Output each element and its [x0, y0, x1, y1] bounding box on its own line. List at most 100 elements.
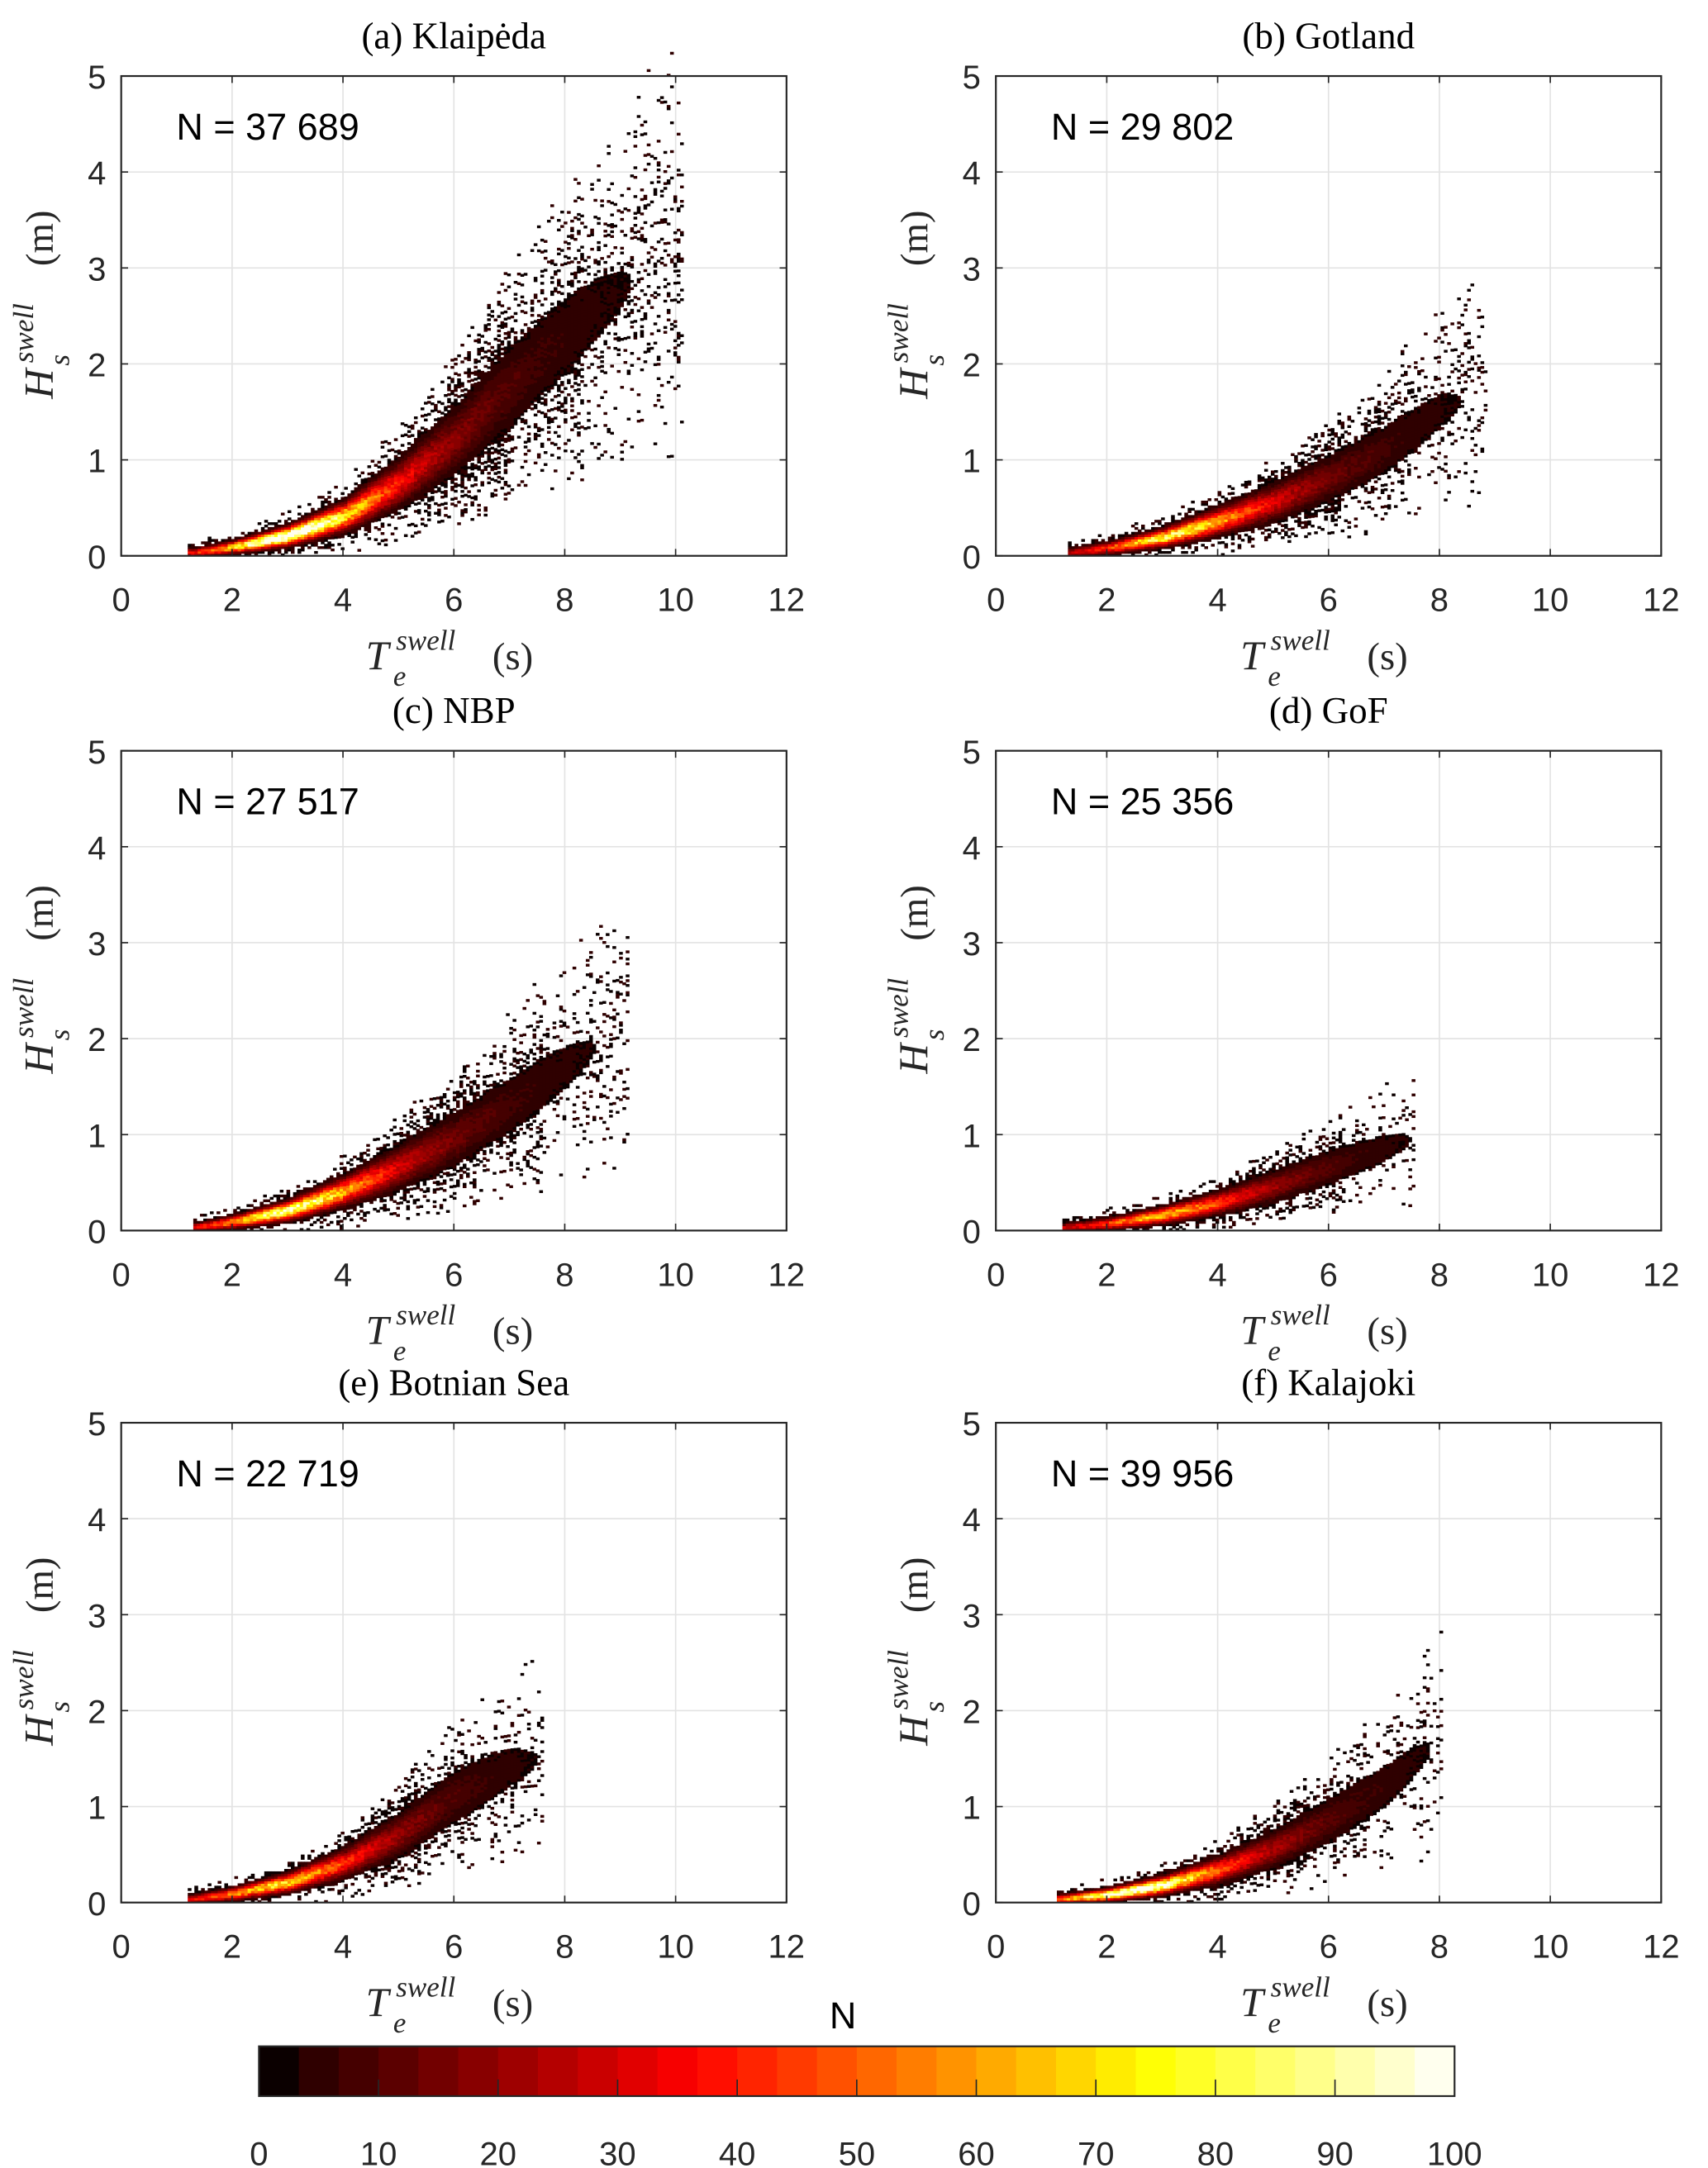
- heatmap-cell: [573, 360, 578, 364]
- heatmap-cell: [387, 478, 392, 481]
- heatmap-cell: [304, 520, 308, 523]
- heatmap-cell: [1267, 483, 1272, 486]
- heatmap-cell: [583, 343, 588, 346]
- heatmap-cell: [431, 450, 435, 454]
- heatmap-cell: [483, 401, 488, 404]
- heatmap-cell: [1091, 553, 1096, 557]
- heatmap-cell: [600, 359, 604, 364]
- heatmap-cell: [373, 538, 378, 541]
- heatmap-cell: [334, 531, 338, 535]
- heatmap-cell: [1204, 524, 1208, 528]
- heatmap-cell: [583, 338, 588, 341]
- heatmap-cell: [457, 452, 461, 456]
- heatmap-cell: [600, 369, 604, 373]
- heatmap-cell: [370, 478, 375, 483]
- heatmap-cell: [640, 306, 645, 309]
- heatmap-cell: [1184, 526, 1188, 530]
- heatmap-cell: [307, 522, 312, 525]
- heatmap-cell: [347, 520, 351, 523]
- heatmap-cell: [530, 386, 535, 389]
- heatmap-cell: [354, 535, 359, 539]
- heatmap-cell: [580, 331, 584, 335]
- heatmap-cell: [560, 309, 564, 312]
- heatmap-cell: [367, 537, 372, 540]
- heatmap-cell: [1084, 546, 1089, 549]
- heatmap-cell: [577, 357, 581, 360]
- heatmap-cell: [1244, 495, 1249, 498]
- heatmap-cell: [454, 436, 458, 440]
- heatmap-cell: [473, 378, 478, 381]
- heatmap-cell: [1257, 503, 1262, 506]
- heatmap-cell: [350, 514, 354, 517]
- heatmap-cell: [523, 366, 528, 369]
- heatmap-cell: [410, 487, 415, 490]
- heatmap-cell: [580, 464, 584, 468]
- heatmap-cell: [297, 544, 302, 547]
- heatmap-cell: [460, 451, 464, 455]
- heatmap-cell: [493, 440, 498, 445]
- heatmap-cell: [444, 459, 448, 462]
- heatmap-cell: [334, 524, 338, 527]
- heatmap-cell: [497, 449, 502, 453]
- heatmap-cell: [477, 458, 481, 462]
- heatmap-cell: [360, 492, 365, 497]
- heatmap-cell: [607, 283, 611, 288]
- heatmap-cell: [623, 291, 628, 295]
- heatmap-cell: [546, 421, 551, 425]
- heatmap-cell: [487, 448, 492, 451]
- heatmap-cell: [507, 354, 511, 359]
- heatmap-cell: [1267, 478, 1272, 482]
- heatmap-cell: [557, 401, 561, 405]
- heatmap-cell: [626, 314, 631, 318]
- heatmap-cell: [500, 357, 505, 360]
- heatmap-cell: [400, 460, 405, 464]
- heatmap-cell: [360, 519, 365, 523]
- heatmap-cell: [480, 385, 484, 388]
- heatmap-cell: [570, 340, 574, 343]
- heatmap-cell: [560, 352, 564, 355]
- heatmap-cell: [560, 390, 564, 394]
- heatmap-cell: [427, 451, 431, 454]
- heatmap-cell: [676, 132, 681, 136]
- heatmap-cell: [1281, 471, 1285, 475]
- heatmap-cell: [321, 536, 325, 540]
- heatmap-cell: [530, 387, 535, 392]
- heatmap-cell: [416, 464, 421, 467]
- heatmap-cell: [540, 288, 545, 292]
- heatmap-cell: [577, 232, 581, 235]
- heatmap-cell: [603, 270, 607, 273]
- heatmap-cell: [1148, 534, 1152, 538]
- heatmap-cell: [347, 497, 351, 502]
- heatmap-cell: [1257, 517, 1262, 521]
- heatmap-cell: [431, 440, 435, 444]
- heatmap-cell: [493, 349, 498, 353]
- heatmap-cell: [1257, 493, 1262, 497]
- heatmap-cell: [321, 520, 325, 523]
- heatmap-cell: [1084, 549, 1089, 552]
- heatmap-cell: [610, 283, 614, 287]
- heatmap-cell: [1237, 515, 1242, 518]
- heatmap-cell: [533, 355, 538, 359]
- heatmap-cell: [407, 442, 412, 445]
- heatmap-cell: [470, 450, 474, 454]
- heatmap-cell: [450, 365, 454, 369]
- heatmap-cell: [447, 397, 451, 402]
- heatmap-cell: [1274, 501, 1278, 505]
- heatmap-cell: [473, 452, 478, 455]
- heatmap-cell: [424, 487, 428, 492]
- heatmap-cell: [666, 455, 671, 459]
- heatmap-cell: [1270, 521, 1275, 524]
- heatmap-cell: [477, 417, 481, 421]
- heatmap-cell: [327, 524, 331, 528]
- heatmap-cell: [447, 386, 451, 389]
- heatmap-cell: [564, 331, 568, 335]
- heatmap-cell: [473, 406, 478, 410]
- heatmap-cell: [483, 432, 488, 435]
- heatmap-cell: [464, 464, 468, 468]
- heatmap-cell: [444, 464, 448, 467]
- heatmap-cell: [640, 239, 645, 242]
- heatmap-cell: [1181, 534, 1185, 538]
- heatmap-cell: [676, 358, 681, 362]
- heatmap-cell: [420, 477, 425, 480]
- heatmap-cell: [460, 509, 464, 512]
